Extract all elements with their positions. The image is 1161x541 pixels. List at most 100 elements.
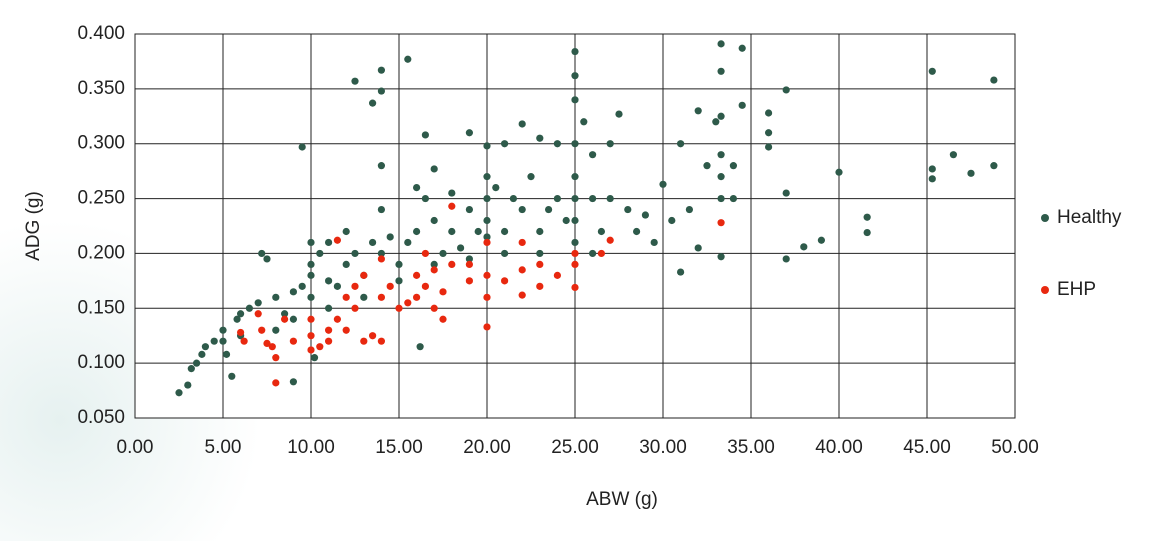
data-point bbox=[342, 227, 350, 236]
data-point bbox=[289, 315, 297, 323]
data-point bbox=[307, 332, 315, 340]
data-point bbox=[404, 55, 412, 63]
data-point bbox=[553, 194, 562, 203]
data-point bbox=[342, 293, 350, 301]
data-point bbox=[187, 365, 195, 373]
data-point bbox=[307, 315, 315, 323]
data-point bbox=[518, 205, 526, 214]
data-point bbox=[536, 134, 544, 142]
data-point bbox=[377, 249, 385, 258]
data-point bbox=[717, 67, 725, 75]
data-point bbox=[677, 140, 685, 148]
data-point bbox=[545, 205, 553, 214]
data-point bbox=[281, 315, 289, 323]
data-point bbox=[421, 131, 429, 139]
data-point bbox=[316, 343, 324, 351]
data-point bbox=[254, 310, 262, 318]
data-point bbox=[351, 249, 359, 258]
y-tick-label: 0.050 bbox=[77, 407, 125, 428]
y-tick-label: 0.300 bbox=[77, 133, 125, 154]
data-point bbox=[782, 189, 790, 197]
data-point bbox=[589, 194, 597, 203]
data-point bbox=[483, 173, 491, 181]
data-point bbox=[465, 255, 473, 263]
data-point bbox=[483, 233, 491, 241]
data-point bbox=[333, 282, 341, 290]
data-point bbox=[717, 194, 725, 203]
data-point bbox=[360, 337, 368, 345]
data-point bbox=[465, 205, 473, 214]
data-point bbox=[448, 202, 456, 210]
x-tick-label: 50.00 bbox=[991, 437, 1039, 458]
data-point bbox=[307, 271, 315, 279]
data-point bbox=[325, 337, 333, 345]
data-point bbox=[369, 99, 377, 107]
data-point bbox=[272, 326, 280, 334]
data-point bbox=[421, 249, 429, 258]
data-point bbox=[465, 277, 473, 285]
data-point bbox=[633, 227, 641, 236]
data-point bbox=[729, 162, 738, 170]
data-point bbox=[439, 315, 447, 323]
data-point bbox=[483, 216, 491, 225]
data-point bbox=[360, 293, 368, 301]
data-point bbox=[717, 173, 725, 181]
data-point bbox=[527, 173, 535, 181]
data-point bbox=[281, 310, 289, 318]
data-point bbox=[268, 343, 276, 351]
y-tick-label: 0.350 bbox=[77, 78, 125, 99]
data-point bbox=[765, 143, 773, 151]
data-point bbox=[483, 271, 491, 279]
data-point bbox=[703, 162, 711, 170]
data-point bbox=[606, 140, 614, 148]
data-point bbox=[536, 227, 544, 236]
data-point bbox=[553, 140, 562, 148]
data-point bbox=[254, 299, 262, 307]
x-tick-label: 30.00 bbox=[639, 437, 687, 458]
data-point bbox=[430, 260, 438, 268]
data-point bbox=[990, 76, 998, 84]
data-point bbox=[571, 96, 579, 104]
data-point bbox=[421, 282, 429, 290]
data-point bbox=[501, 277, 509, 285]
data-point bbox=[457, 244, 465, 252]
data-point bbox=[928, 67, 936, 75]
data-point bbox=[369, 332, 377, 340]
legend-marker bbox=[1041, 214, 1049, 222]
data-point bbox=[863, 213, 871, 221]
data-point bbox=[377, 162, 385, 170]
data-point bbox=[509, 194, 517, 203]
legend-marker bbox=[1041, 286, 1049, 294]
data-point bbox=[430, 216, 438, 225]
data-point bbox=[738, 101, 746, 109]
data-point bbox=[571, 47, 579, 56]
y-tick-label: 0.200 bbox=[77, 242, 125, 263]
data-point bbox=[316, 249, 324, 258]
data-point bbox=[233, 315, 241, 323]
data-point bbox=[351, 282, 359, 290]
data-point bbox=[677, 268, 685, 276]
data-point bbox=[377, 293, 385, 301]
y-tick-label: 0.150 bbox=[77, 297, 125, 318]
data-point bbox=[817, 236, 826, 244]
data-point bbox=[685, 205, 694, 214]
data-point bbox=[219, 337, 227, 345]
data-point bbox=[501, 140, 509, 148]
data-point bbox=[518, 266, 526, 274]
data-point bbox=[562, 216, 570, 225]
data-point bbox=[258, 326, 266, 334]
data-point bbox=[518, 238, 526, 247]
x-tick-label: 45.00 bbox=[903, 437, 951, 458]
data-point bbox=[413, 271, 421, 279]
data-point bbox=[325, 304, 333, 312]
data-point bbox=[738, 44, 746, 52]
data-point bbox=[175, 389, 183, 397]
data-point bbox=[571, 260, 579, 268]
data-point bbox=[386, 282, 394, 290]
data-point bbox=[369, 238, 377, 247]
data-point bbox=[589, 249, 597, 258]
data-point bbox=[395, 260, 403, 268]
data-point bbox=[430, 266, 438, 274]
data-point bbox=[928, 165, 936, 173]
